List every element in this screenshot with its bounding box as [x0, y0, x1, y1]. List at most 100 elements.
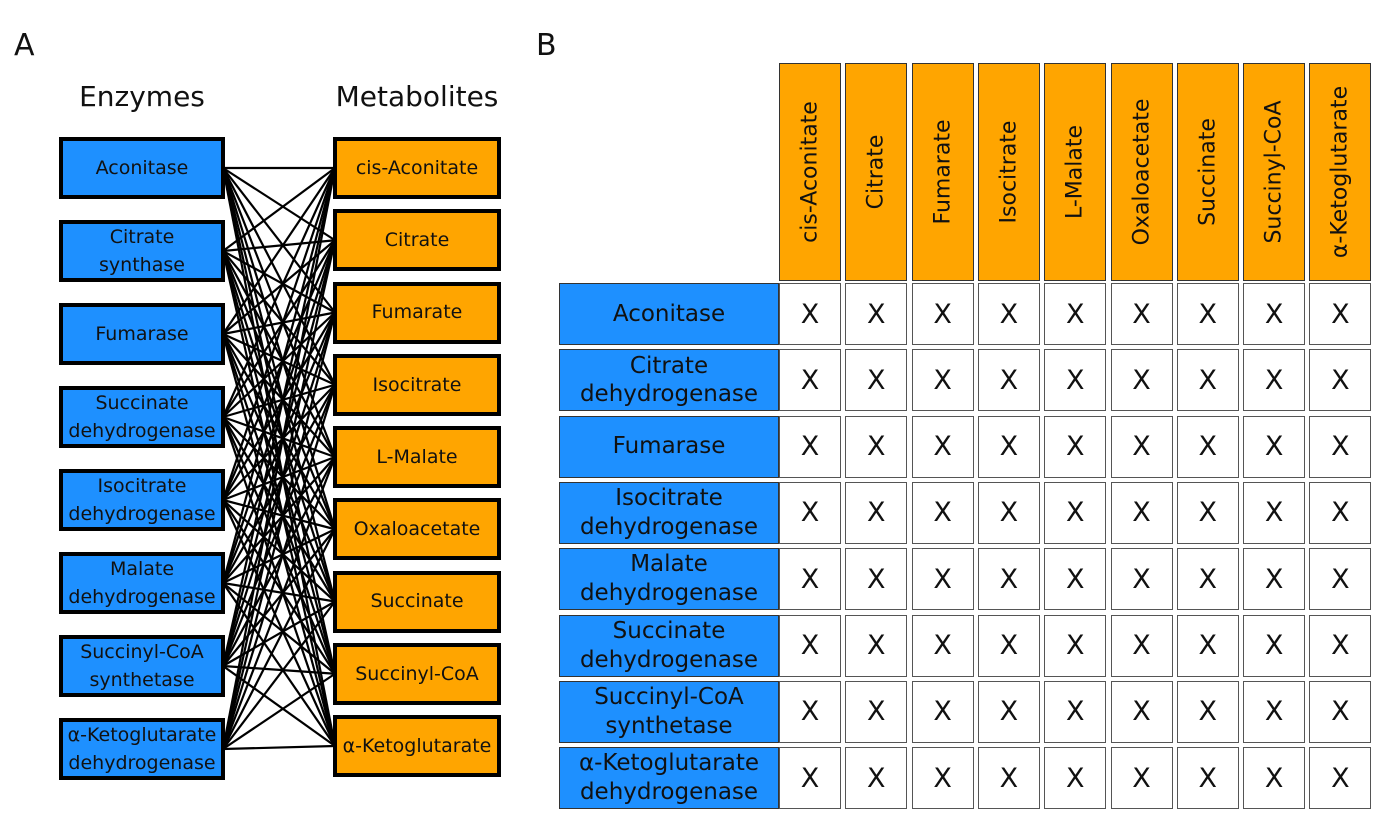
- matrix-cell: X: [1309, 415, 1372, 478]
- edge-line: [222, 167, 336, 252]
- edge-line: [221, 167, 337, 501]
- matrix-row-header: Isocitrate dehydrogenase: [559, 481, 779, 544]
- matrix-cell: X: [1044, 747, 1107, 810]
- metabolite-node: Oxaloacetate: [333, 498, 501, 561]
- edge-line: [222, 384, 336, 584]
- edge-line: [222, 167, 336, 314]
- edge-line: [221, 167, 337, 530]
- edge-line: [221, 312, 337, 750]
- matrix-cell: X: [779, 680, 841, 743]
- matrix-cell: X: [779, 283, 841, 345]
- matrix-column-header: Fumarate: [911, 63, 974, 281]
- matrix-cell: X: [1110, 680, 1173, 743]
- metabolite-node: L-Malate: [333, 426, 501, 488]
- edge-line: [222, 528, 336, 584]
- edge-line: [222, 455, 336, 502]
- edge-line: [222, 332, 336, 386]
- matrix-cell: X: [1243, 283, 1306, 345]
- matrix-cell: X: [779, 349, 841, 412]
- matrix-cell: X: [1243, 415, 1306, 478]
- edge-line: [222, 167, 336, 242]
- matrix-cell: X: [845, 614, 908, 677]
- matrix-cell: X: [779, 548, 841, 611]
- matrix-cell: X: [977, 747, 1040, 810]
- edge-line: [221, 312, 337, 667]
- enzyme-node: Malate dehydrogenase: [59, 552, 225, 614]
- matrix-cell: X: [977, 415, 1040, 478]
- matrix-cell: X: [1309, 349, 1372, 412]
- edge-line: [221, 250, 337, 602]
- edge-line: [222, 383, 336, 419]
- enzyme-node: Succinate dehydrogenase: [59, 386, 225, 448]
- matrix-cell: X: [845, 481, 908, 544]
- edge-line: [221, 167, 337, 418]
- matrix-cell: X: [1110, 415, 1173, 478]
- matrix-cell: X: [845, 283, 908, 345]
- matrix-cell: X: [1110, 283, 1173, 345]
- matrix-cell: X: [779, 747, 841, 810]
- metabolites-heading: Metabolites: [335, 80, 499, 113]
- column-header-label: Oxaloacetate: [1129, 98, 1154, 246]
- column-header-label: L-Malate: [1062, 124, 1088, 220]
- matrix-cell: X: [1243, 747, 1306, 810]
- matrix-cell: X: [1309, 614, 1372, 677]
- matrix-column-header: L-Malate: [1044, 63, 1107, 281]
- edge-line: [221, 499, 337, 747]
- matrix-column-header: α-Ketoglutarate: [1309, 63, 1372, 281]
- edge-line: [221, 250, 337, 530]
- matrix-cell: X: [977, 614, 1040, 677]
- matrix-cell: X: [1110, 349, 1173, 412]
- matrix-cell: X: [911, 747, 974, 810]
- matrix-row-header: Citrate dehydrogenase: [559, 349, 779, 412]
- edge-line: [221, 167, 337, 602]
- metabolite-node: Succinate: [333, 570, 501, 633]
- matrix-cell: X: [1110, 548, 1173, 611]
- matrix-cell: X: [977, 680, 1040, 743]
- edge-line: [221, 416, 337, 675]
- matrix-cell: X: [1176, 283, 1239, 345]
- matrix-cell: X: [1176, 481, 1239, 544]
- enzyme-node: Aconitase: [59, 137, 225, 199]
- matrix-cell: X: [911, 481, 974, 544]
- column-header-label: α-Ketoglutarate: [1327, 85, 1353, 259]
- edge-line: [222, 333, 336, 458]
- matrix-cell: X: [1044, 548, 1107, 611]
- matrix-cell: X: [779, 481, 841, 544]
- matrix-cell: X: [1176, 747, 1239, 810]
- matrix-row-header: Aconitase: [559, 283, 779, 345]
- matrix-cell: X: [1309, 283, 1372, 345]
- matrix-cell: X: [1044, 680, 1107, 743]
- edge-line: [222, 333, 336, 530]
- edge-line: [221, 167, 337, 584]
- matrix-column-header: cis-Aconitate: [779, 63, 841, 281]
- edge-line: [222, 415, 336, 459]
- matrix-cell: X: [977, 283, 1040, 345]
- matrix-cell: X: [1176, 614, 1239, 677]
- panel-b-letter: B: [536, 28, 557, 63]
- matrix-cell: X: [1044, 283, 1107, 345]
- edge-line: [221, 167, 337, 667]
- edge-line: [221, 240, 337, 750]
- column-header-label: cis-Aconitate: [797, 101, 823, 243]
- edge-line: [222, 456, 336, 584]
- matrix-cell: X: [911, 548, 974, 611]
- metabolite-node: cis-Aconitate: [333, 137, 501, 199]
- enzyme-node: Isocitrate dehydrogenase: [59, 469, 225, 531]
- matrix-cell: X: [977, 349, 1040, 412]
- matrix-column-header: Oxaloacetate: [1110, 63, 1173, 281]
- edge-line: [221, 333, 337, 747]
- edge-line: [222, 250, 336, 458]
- edge-line: [222, 456, 336, 667]
- matrix-cell: X: [1044, 614, 1107, 677]
- matrix-cell: X: [1243, 680, 1306, 743]
- matrix-row-header: Succinate dehydrogenase: [559, 614, 779, 677]
- matrix-cell: X: [845, 680, 908, 743]
- edge-line: [222, 744, 336, 751]
- matrix-cell: X: [1176, 415, 1239, 478]
- edge-line: [221, 333, 337, 602]
- matrix-cell: X: [1044, 349, 1107, 412]
- matrix-row-header: α-Ketoglutarate dehydrogenase: [559, 747, 779, 810]
- edge-line: [222, 311, 336, 501]
- matrix-row-header: Malate dehydrogenase: [559, 548, 779, 611]
- matrix-cell: X: [779, 415, 841, 478]
